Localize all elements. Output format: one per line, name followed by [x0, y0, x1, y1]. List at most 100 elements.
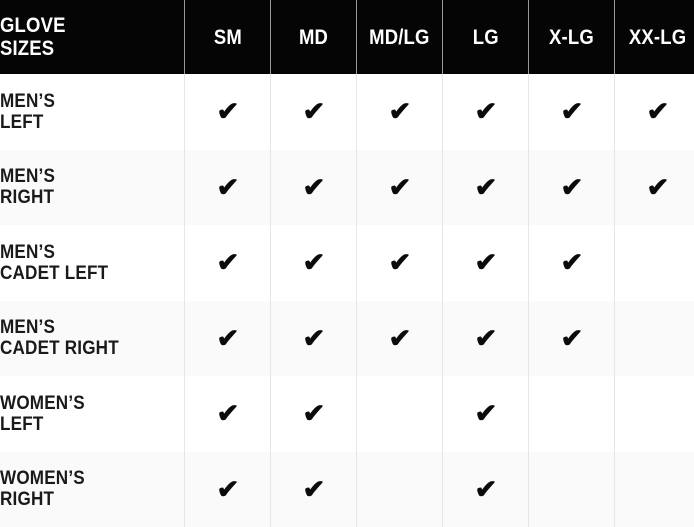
check-icon: ✔	[216, 171, 239, 202]
column-header-mdlg: MD/LG	[356, 0, 443, 74]
check-icon: ✔	[302, 398, 325, 429]
availability-cell: ✔	[442, 149, 529, 225]
row-label-cell: MEN’S RIGHT	[0, 149, 185, 225]
row-label-line1: MEN’S	[0, 241, 56, 263]
row-label-line2: LEFT	[0, 413, 44, 435]
check-icon: ✔	[474, 247, 497, 278]
availability-cell: ✔	[615, 376, 694, 452]
availability-cell: ✔	[442, 451, 529, 527]
row-label-line1: MEN’S	[0, 317, 56, 339]
availability-cell: ✔	[270, 451, 357, 527]
column-header-lg-label: LG	[472, 25, 499, 49]
column-header-lg: LG	[442, 0, 529, 74]
table-row: MEN’S LEFT ✔ ✔ ✔ ✔ ✔ ✔	[0, 74, 694, 150]
row-label-cell: MEN’S CADET RIGHT	[0, 300, 185, 376]
chart-title-cell: GLOVE SIZES	[0, 0, 185, 74]
row-label-cell: WOMEN’S RIGHT	[0, 451, 185, 527]
column-header-sm: SM	[184, 0, 271, 74]
check-icon: ✔	[302, 247, 325, 278]
check-icon: ✔	[474, 398, 497, 429]
availability-cell: ✔	[184, 225, 271, 301]
availability-cell: ✔	[528, 225, 615, 301]
check-icon: ✔	[646, 96, 669, 127]
column-header-xlg-label: X-LG	[549, 25, 594, 49]
availability-cell: ✔	[184, 300, 271, 376]
chart-title-line2: SIZES	[0, 37, 55, 60]
check-icon: ✔	[560, 247, 583, 278]
column-header-xxlg: XX-LG	[614, 0, 694, 74]
availability-cell: ✔	[528, 376, 615, 452]
availability-cell: ✔	[528, 451, 615, 527]
check-icon: ✔	[560, 96, 583, 127]
table-row: MEN’S RIGHT ✔ ✔ ✔ ✔ ✔ ✔	[0, 149, 694, 226]
check-icon: ✔	[302, 96, 325, 127]
check-icon: ✔	[388, 171, 411, 202]
availability-cell: ✔	[442, 225, 529, 301]
column-header-xxlg-label: XX-LG	[628, 25, 687, 49]
availability-cell: ✔	[356, 376, 443, 452]
availability-cell: ✔	[270, 300, 357, 376]
check-icon: ✔	[474, 322, 497, 353]
column-header-md: MD	[270, 0, 357, 74]
check-icon: ✔	[474, 96, 497, 127]
row-label-line1: MEN’S	[0, 90, 56, 112]
availability-cell: ✔	[184, 74, 271, 150]
check-icon: ✔	[388, 96, 411, 127]
row-label-line1: WOMEN’S	[0, 392, 85, 414]
availability-cell: ✔	[356, 300, 443, 376]
availability-cell: ✔	[442, 74, 529, 150]
availability-cell: ✔	[528, 300, 615, 376]
availability-cell: ✔	[184, 149, 271, 225]
availability-cell: ✔	[184, 451, 271, 527]
check-icon: ✔	[560, 171, 583, 202]
availability-cell: ✔	[615, 301, 694, 377]
row-label-line1: WOMEN’S	[0, 468, 85, 490]
check-icon: ✔	[216, 96, 239, 127]
check-icon: ✔	[560, 322, 583, 353]
check-icon: ✔	[302, 171, 325, 202]
check-icon: ✔	[216, 398, 239, 429]
table-body: MEN’S LEFT ✔ ✔ ✔ ✔ ✔ ✔ MEN’S RIGHT ✔ ✔ ✔ ✔ ✔ ✔ MEN’S CADE…	[0, 74, 694, 527]
availability-cell: ✔	[442, 300, 529, 376]
column-header-sm-label: SM	[213, 25, 242, 49]
availability-cell: ✔	[615, 452, 694, 527]
availability-cell: ✔	[615, 150, 694, 226]
availability-cell: ✔	[184, 376, 271, 452]
header-row: GLOVE SIZES SM MD MD/LG LG X-LG XX-LG	[0, 0, 694, 74]
check-icon: ✔	[474, 171, 497, 202]
check-icon: ✔	[216, 473, 239, 504]
check-icon: ✔	[474, 473, 497, 504]
availability-cell: ✔	[270, 74, 357, 150]
check-icon: ✔	[646, 171, 669, 202]
availability-cell: ✔	[615, 225, 694, 301]
availability-cell: ✔	[356, 225, 443, 301]
availability-cell: ✔	[270, 225, 357, 301]
column-header-xlg: X-LG	[528, 0, 615, 74]
row-label-line2: RIGHT	[0, 187, 55, 209]
row-label-line2: CADET LEFT	[0, 262, 109, 284]
availability-cell: ✔	[528, 149, 615, 225]
row-label-line2: CADET RIGHT	[0, 338, 119, 360]
chart-title-line1: GLOVE	[0, 14, 66, 37]
availability-cell: ✔	[356, 149, 443, 225]
row-label-line1: MEN’S	[0, 166, 56, 188]
check-icon: ✔	[216, 322, 239, 353]
availability-cell: ✔	[528, 74, 615, 150]
row-label-cell: MEN’S LEFT	[0, 74, 185, 150]
row-label-line2: RIGHT	[0, 489, 55, 511]
row-label-cell: MEN’S CADET LEFT	[0, 225, 185, 301]
check-icon: ✔	[388, 322, 411, 353]
table-header: GLOVE SIZES SM MD MD/LG LG X-LG XX-LG	[0, 0, 694, 74]
row-label-line2: LEFT	[0, 111, 44, 133]
availability-cell: ✔	[615, 74, 694, 150]
availability-cell: ✔	[356, 74, 443, 150]
column-header-mdlg-label: MD/LG	[369, 25, 430, 49]
availability-cell: ✔	[270, 376, 357, 452]
column-header-md-label: MD	[298, 25, 329, 49]
check-icon: ✔	[216, 247, 239, 278]
